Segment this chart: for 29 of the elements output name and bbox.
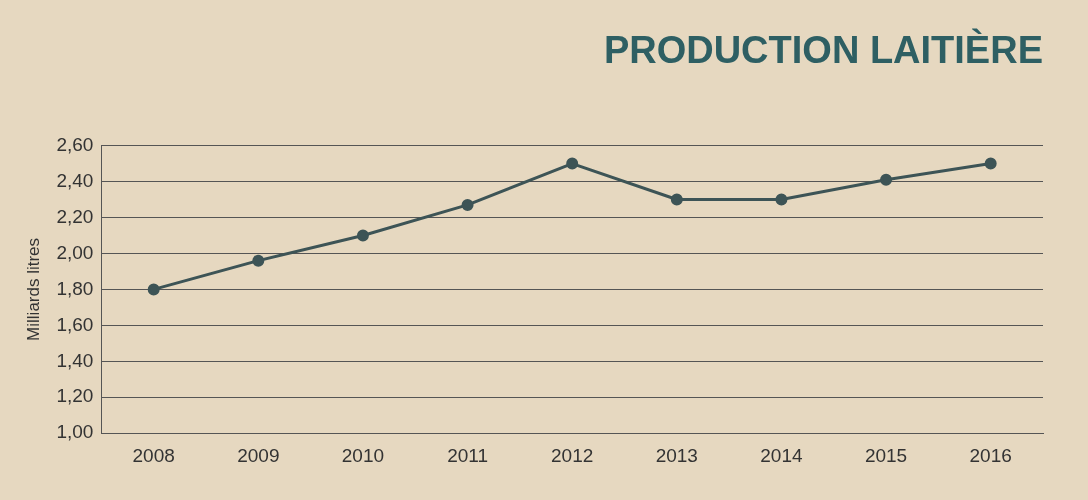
x-tick-label: 2011 <box>447 444 488 466</box>
chart-title: PRODUCTION LAITIÈRE <box>603 28 1043 72</box>
point <box>147 283 160 296</box>
y-tick-label: 2,40 <box>56 169 94 191</box>
y-tick-label: 2,20 <box>56 205 94 227</box>
point <box>984 157 997 170</box>
y-tick-label: 2,60 <box>56 133 94 155</box>
y-tick-label: 1,60 <box>56 313 94 335</box>
y-axis-title: Milliards litres <box>23 237 43 341</box>
point <box>356 229 369 242</box>
y-tick-label: 1,00 <box>56 421 94 443</box>
x-tick-label: 2012 <box>551 444 594 466</box>
point <box>566 157 579 170</box>
x-tick-label: 2013 <box>655 444 698 466</box>
y-tick-label: 1,80 <box>56 277 94 299</box>
x-tick-label: 2014 <box>760 444 803 466</box>
point <box>461 198 474 211</box>
x-tick-label: 2010 <box>341 444 385 466</box>
point <box>252 254 265 267</box>
x-tick-label: 2008 <box>132 444 175 466</box>
point <box>670 193 683 206</box>
x-tick-label: 2009 <box>237 444 280 466</box>
point <box>775 193 788 206</box>
point <box>880 173 893 186</box>
x-tick-label: 2016 <box>969 444 1012 466</box>
y-tick-label: 2,00 <box>56 241 94 263</box>
y-tick-label: 1,20 <box>56 385 94 407</box>
y-tick-label: 1,40 <box>56 349 94 371</box>
x-tick-label: 2015 <box>864 444 908 466</box>
